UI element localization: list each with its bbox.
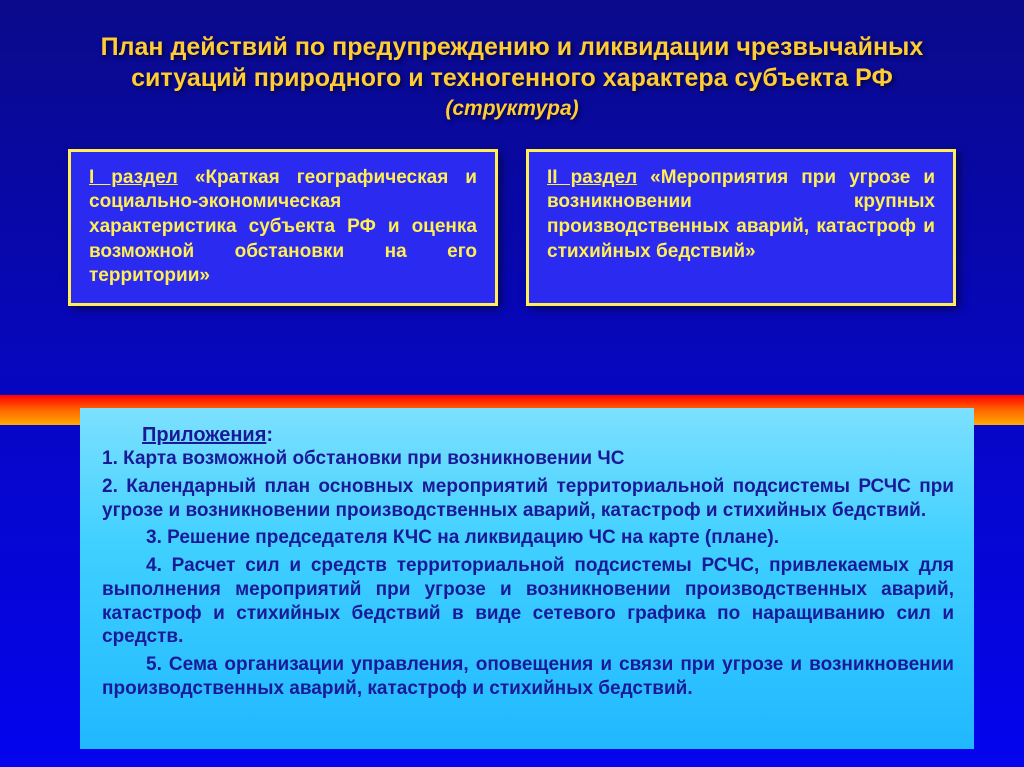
section-1-text: I раздел «Краткая географи­ческая и соци…	[89, 166, 477, 289]
appendix-colon: :	[266, 424, 273, 446]
sections-row: I раздел «Краткая географи­ческая и соци…	[0, 131, 1024, 306]
appendix-item: 2. Календарный план основных мероприятий…	[102, 475, 954, 523]
appendix-item: 4. Расчет сил и средств территориальной …	[102, 554, 954, 649]
appendix-item: 3. Решение председателя КЧС на ликвидаци…	[102, 526, 954, 550]
section-1-box: I раздел «Краткая географи­ческая и соци…	[68, 149, 498, 306]
appendix-panel: Приложения: 1. Карта возможной обстановк…	[80, 408, 974, 749]
section-1-label: I раздел	[89, 167, 178, 188]
appendix-item: 1. Карта возможной обстановки при возник…	[102, 447, 954, 471]
section-2-label: II раздел	[547, 167, 637, 188]
title-main: План действий по предупреждению и ликвид…	[60, 32, 964, 95]
appendix-item: 5. Сема организации управления, оповещен…	[102, 653, 954, 701]
slide-title: План действий по предупреждению и ликвид…	[0, 0, 1024, 131]
title-sub: (структура)	[60, 97, 964, 121]
section-2-text: II раздел «Мероприятия при угрозе и возн…	[547, 166, 935, 265]
section-2-box: II раздел «Мероприятия при угрозе и возн…	[526, 149, 956, 306]
appendix-title-row: Приложения:	[102, 424, 954, 447]
appendix-title: Приложения	[142, 424, 266, 446]
